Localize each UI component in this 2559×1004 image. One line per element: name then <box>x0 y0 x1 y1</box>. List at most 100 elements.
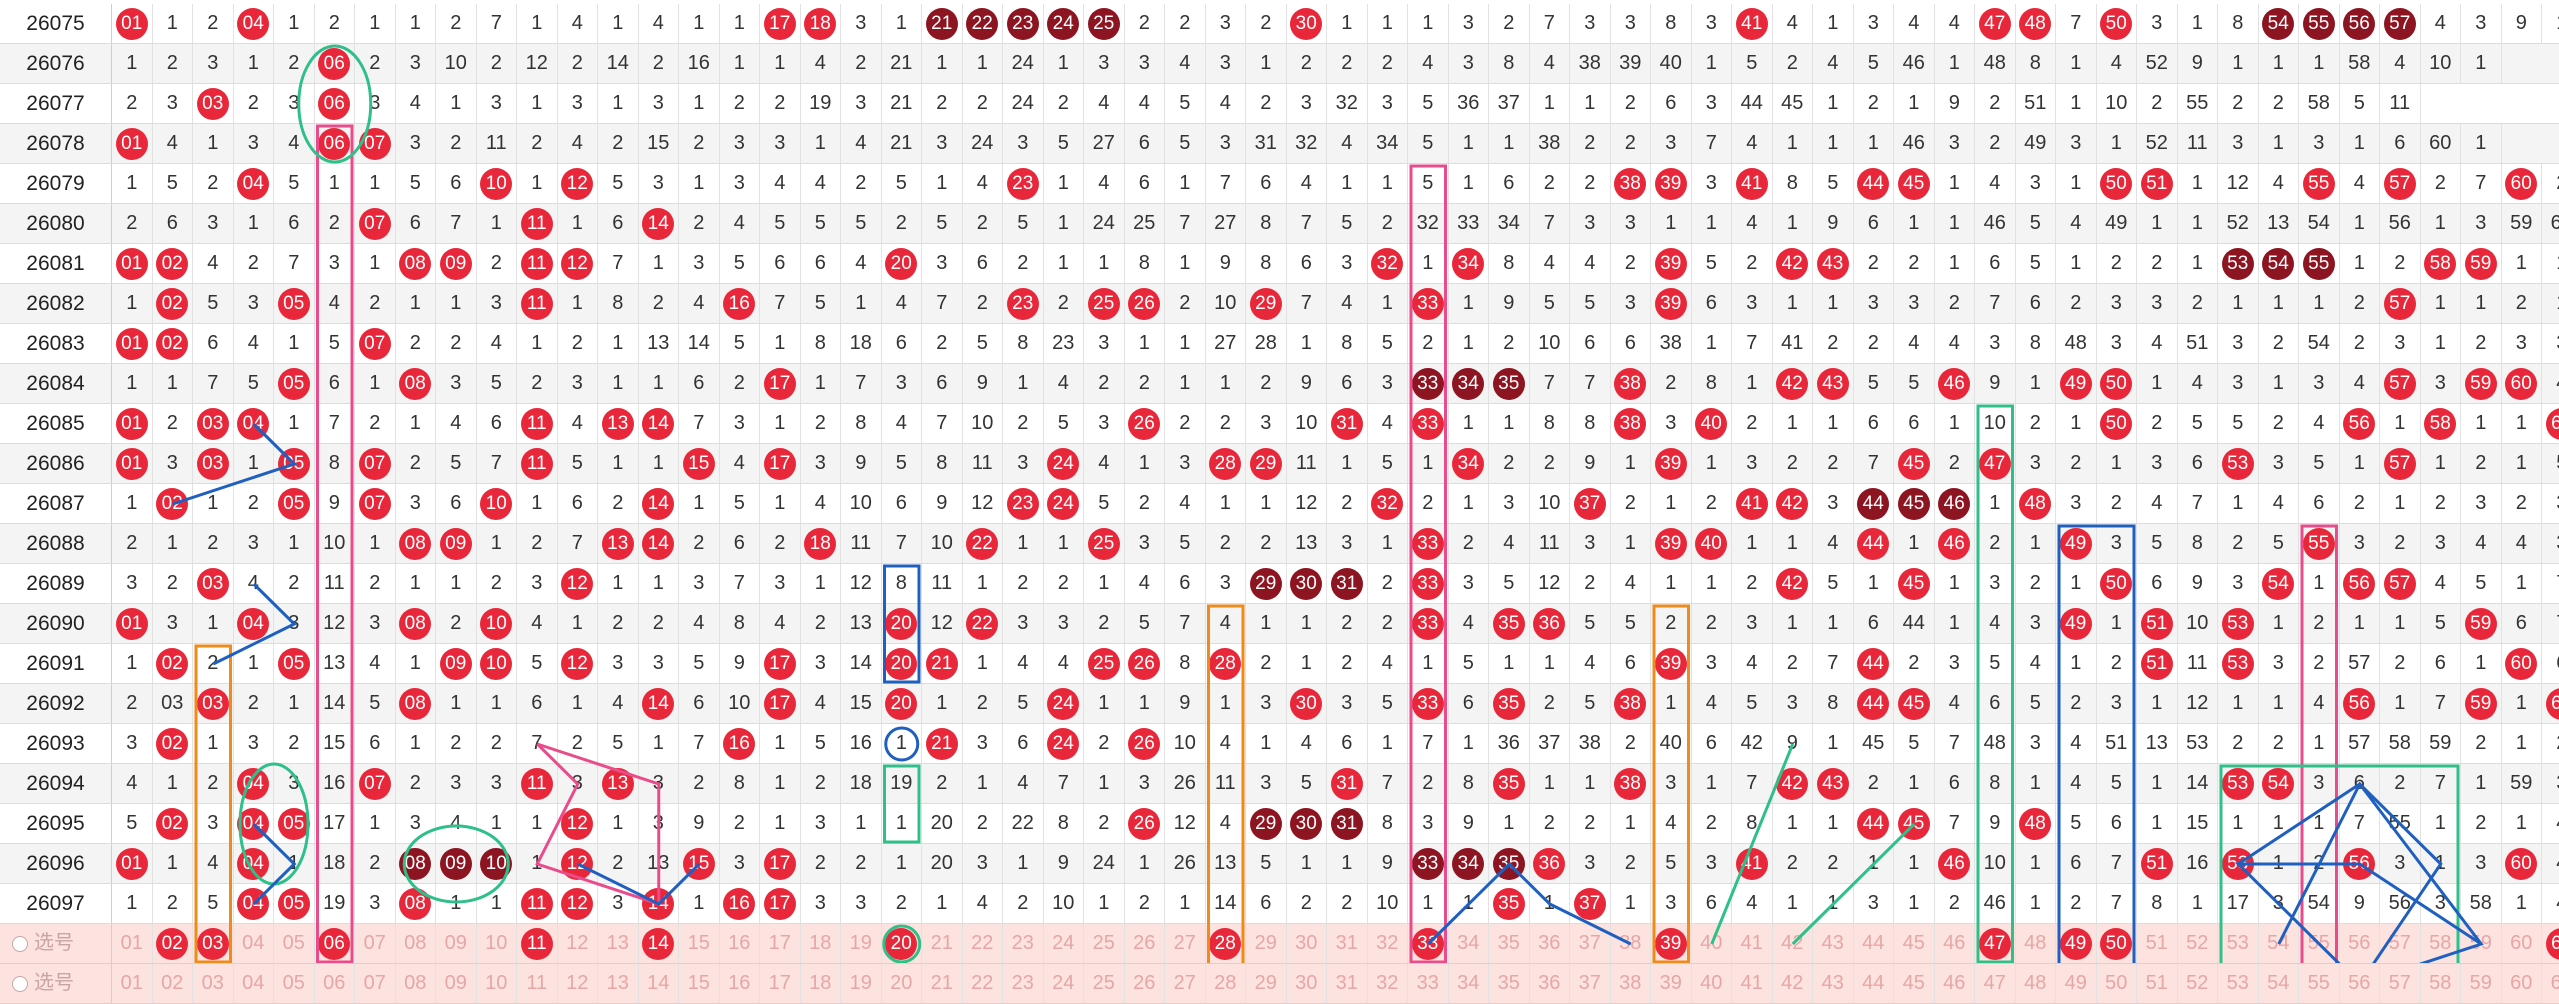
pick-number-cell[interactable]: 44 <box>1854 964 1894 1003</box>
pick-number-cell[interactable]: 05 <box>274 964 315 1003</box>
pick-number-cell[interactable]: 02 <box>153 924 193 963</box>
pick-number-cell[interactable]: 60 <box>2502 964 2542 1003</box>
pick-number-cell[interactable]: 08 <box>396 964 436 1003</box>
pick-number-cell[interactable]: 06 <box>315 924 355 963</box>
pick-number-cell[interactable]: 51 <box>2137 924 2178 963</box>
pick-number-cell[interactable]: 55 <box>2299 964 2340 1003</box>
pick-number-cell[interactable]: 49 <box>2056 964 2097 1003</box>
pick-row-label-cell[interactable]: 选号 <box>0 924 112 963</box>
pick-number-cell[interactable]: 01 <box>112 924 153 963</box>
pick-number-cell[interactable]: 22 <box>963 924 1003 963</box>
pick-number-cell[interactable]: 04 <box>234 924 274 963</box>
pick-number-cell[interactable]: 48 <box>2016 964 2056 1003</box>
pick-number-cell[interactable]: 10 <box>477 964 517 1003</box>
pick-number-cell[interactable]: 11 <box>517 964 558 1003</box>
selected-pick-ball[interactable]: 50 <box>2100 927 2133 960</box>
pick-number-cell[interactable]: 33 <box>1408 924 1449 963</box>
selected-pick-ball[interactable]: 61 <box>2545 927 2559 960</box>
pick-number-cell[interactable]: 27 <box>1165 924 1206 963</box>
pick-number-cell[interactable]: 60 <box>2502 924 2542 963</box>
pick-number-cell[interactable]: 56 <box>2340 924 2380 963</box>
pick-number-cell[interactable]: 46 <box>1935 964 1975 1003</box>
pick-number-cell[interactable]: 35 <box>1489 964 1530 1003</box>
pick-number-cell[interactable]: 08 <box>396 924 436 963</box>
pick-number-cell[interactable]: 37 <box>1570 924 1611 963</box>
pick-number-cell[interactable]: 43 <box>1813 964 1854 1003</box>
pick-number-cell[interactable]: 11 <box>517 924 558 963</box>
pick-number-cell[interactable]: 17 <box>760 964 801 1003</box>
pick-number-cell[interactable]: 48 <box>2016 924 2056 963</box>
pick-number-cell[interactable]: 36 <box>1530 964 1570 1003</box>
pick-number-cell[interactable]: 12 <box>558 924 598 963</box>
pick-number-cell[interactable]: 28 <box>1206 924 1246 963</box>
pick-number-cell[interactable]: 53 <box>2218 964 2259 1003</box>
pick-number-cell[interactable]: 17 <box>760 924 801 963</box>
selected-pick-ball[interactable]: 39 <box>1654 927 1687 960</box>
pick-number-cell[interactable]: 47 <box>1975 964 2016 1003</box>
pick-number-cell[interactable]: 28 <box>1206 964 1246 1003</box>
pick-number-cell[interactable]: 58 <box>2421 924 2461 963</box>
pick-number-cell[interactable]: 52 <box>2178 924 2218 963</box>
pick-number-cell[interactable]: 44 <box>1854 924 1894 963</box>
pick-number-cell[interactable]: 14 <box>639 964 679 1003</box>
pick-number-cell[interactable]: 07 <box>355 924 396 963</box>
pick-number-cell[interactable]: 54 <box>2259 924 2299 963</box>
pick-number-cell[interactable]: 49 <box>2056 924 2097 963</box>
selected-pick-ball[interactable]: 49 <box>2059 927 2092 960</box>
pick-number-cell[interactable]: 34 <box>1449 964 1489 1003</box>
pick-number-cell[interactable]: 38 <box>1611 964 1651 1003</box>
pick-number-cell[interactable]: 19 <box>841 964 882 1003</box>
pick-number-cell[interactable]: 16 <box>720 924 760 963</box>
pick-number-cell[interactable]: 23 <box>1003 964 1044 1003</box>
pick-number-cell[interactable]: 21 <box>922 924 963 963</box>
pick-number-cell[interactable]: 10 <box>477 924 517 963</box>
pick-number-cell[interactable]: 59 <box>2461 964 2502 1003</box>
pick-number-cell[interactable]: 54 <box>2259 964 2299 1003</box>
pick-number-cell[interactable]: 41 <box>1732 924 1773 963</box>
pick-number-cell[interactable]: 42 <box>1773 924 1813 963</box>
pick-number-cell[interactable]: 29 <box>1246 924 1287 963</box>
selected-pick-ball[interactable]: 02 <box>156 927 189 960</box>
pick-number-cell[interactable]: 09 <box>436 924 477 963</box>
pick-number-cell[interactable]: 04 <box>234 964 274 1003</box>
pick-number-cell[interactable]: 34 <box>1449 924 1489 963</box>
pick-number-cell[interactable]: 35 <box>1489 924 1530 963</box>
pick-number-cell[interactable]: 18 <box>801 924 841 963</box>
pick-number-cell[interactable]: 36 <box>1530 924 1570 963</box>
pick-number-cell[interactable]: 41 <box>1732 964 1773 1003</box>
selected-pick-ball[interactable]: 03 <box>196 927 229 960</box>
pick-number-cell[interactable]: 40 <box>1692 964 1732 1003</box>
pick-number-cell[interactable]: 31 <box>1327 964 1368 1003</box>
pick-number-cell[interactable]: 27 <box>1165 964 1206 1003</box>
pick-number-cell[interactable]: 30 <box>1287 924 1327 963</box>
pick-number-cell[interactable]: 03 <box>193 964 234 1003</box>
pick-number-cell[interactable]: 59 <box>2461 924 2502 963</box>
pick-number-cell[interactable]: 21 <box>922 964 963 1003</box>
pick-number-cell[interactable]: 25 <box>1084 924 1125 963</box>
pick-number-cell[interactable]: 30 <box>1287 964 1327 1003</box>
pick-number-cell[interactable]: 47 <box>1975 924 2016 963</box>
pick-number-cell[interactable]: 56 <box>2340 964 2380 1003</box>
pick-row-label-cell[interactable]: 选号 <box>0 964 112 1003</box>
pick-number-cell[interactable]: 32 <box>1368 964 1408 1003</box>
pick-number-cell[interactable]: 55 <box>2299 924 2340 963</box>
pick-number-cell[interactable]: 38 <box>1611 924 1651 963</box>
pick-number-cell[interactable]: 23 <box>1003 924 1044 963</box>
pick-number-cell[interactable]: 57 <box>2380 924 2421 963</box>
pick-radio[interactable] <box>12 976 28 992</box>
pick-number-cell[interactable]: 58 <box>2421 964 2461 1003</box>
pick-number-cell[interactable]: 51 <box>2137 964 2178 1003</box>
selected-pick-ball[interactable]: 47 <box>1978 927 2011 960</box>
pick-number-cell[interactable]: 01 <box>112 964 153 1003</box>
pick-number-cell[interactable]: 61 <box>2542 924 2559 963</box>
pick-number-cell[interactable]: 24 <box>1044 964 1084 1003</box>
selected-pick-ball[interactable]: 28 <box>1209 927 1242 960</box>
pick-number-cell[interactable]: 09 <box>436 964 477 1003</box>
pick-number-cell[interactable]: 52 <box>2178 964 2218 1003</box>
pick-number-cell[interactable]: 61 <box>2542 964 2559 1003</box>
pick-number-cell[interactable]: 19 <box>841 924 882 963</box>
pick-number-cell[interactable]: 06 <box>315 964 355 1003</box>
pick-number-cell[interactable]: 45 <box>1894 924 1935 963</box>
pick-number-cell[interactable]: 42 <box>1773 964 1813 1003</box>
selected-pick-ball[interactable]: 14 <box>642 927 675 960</box>
